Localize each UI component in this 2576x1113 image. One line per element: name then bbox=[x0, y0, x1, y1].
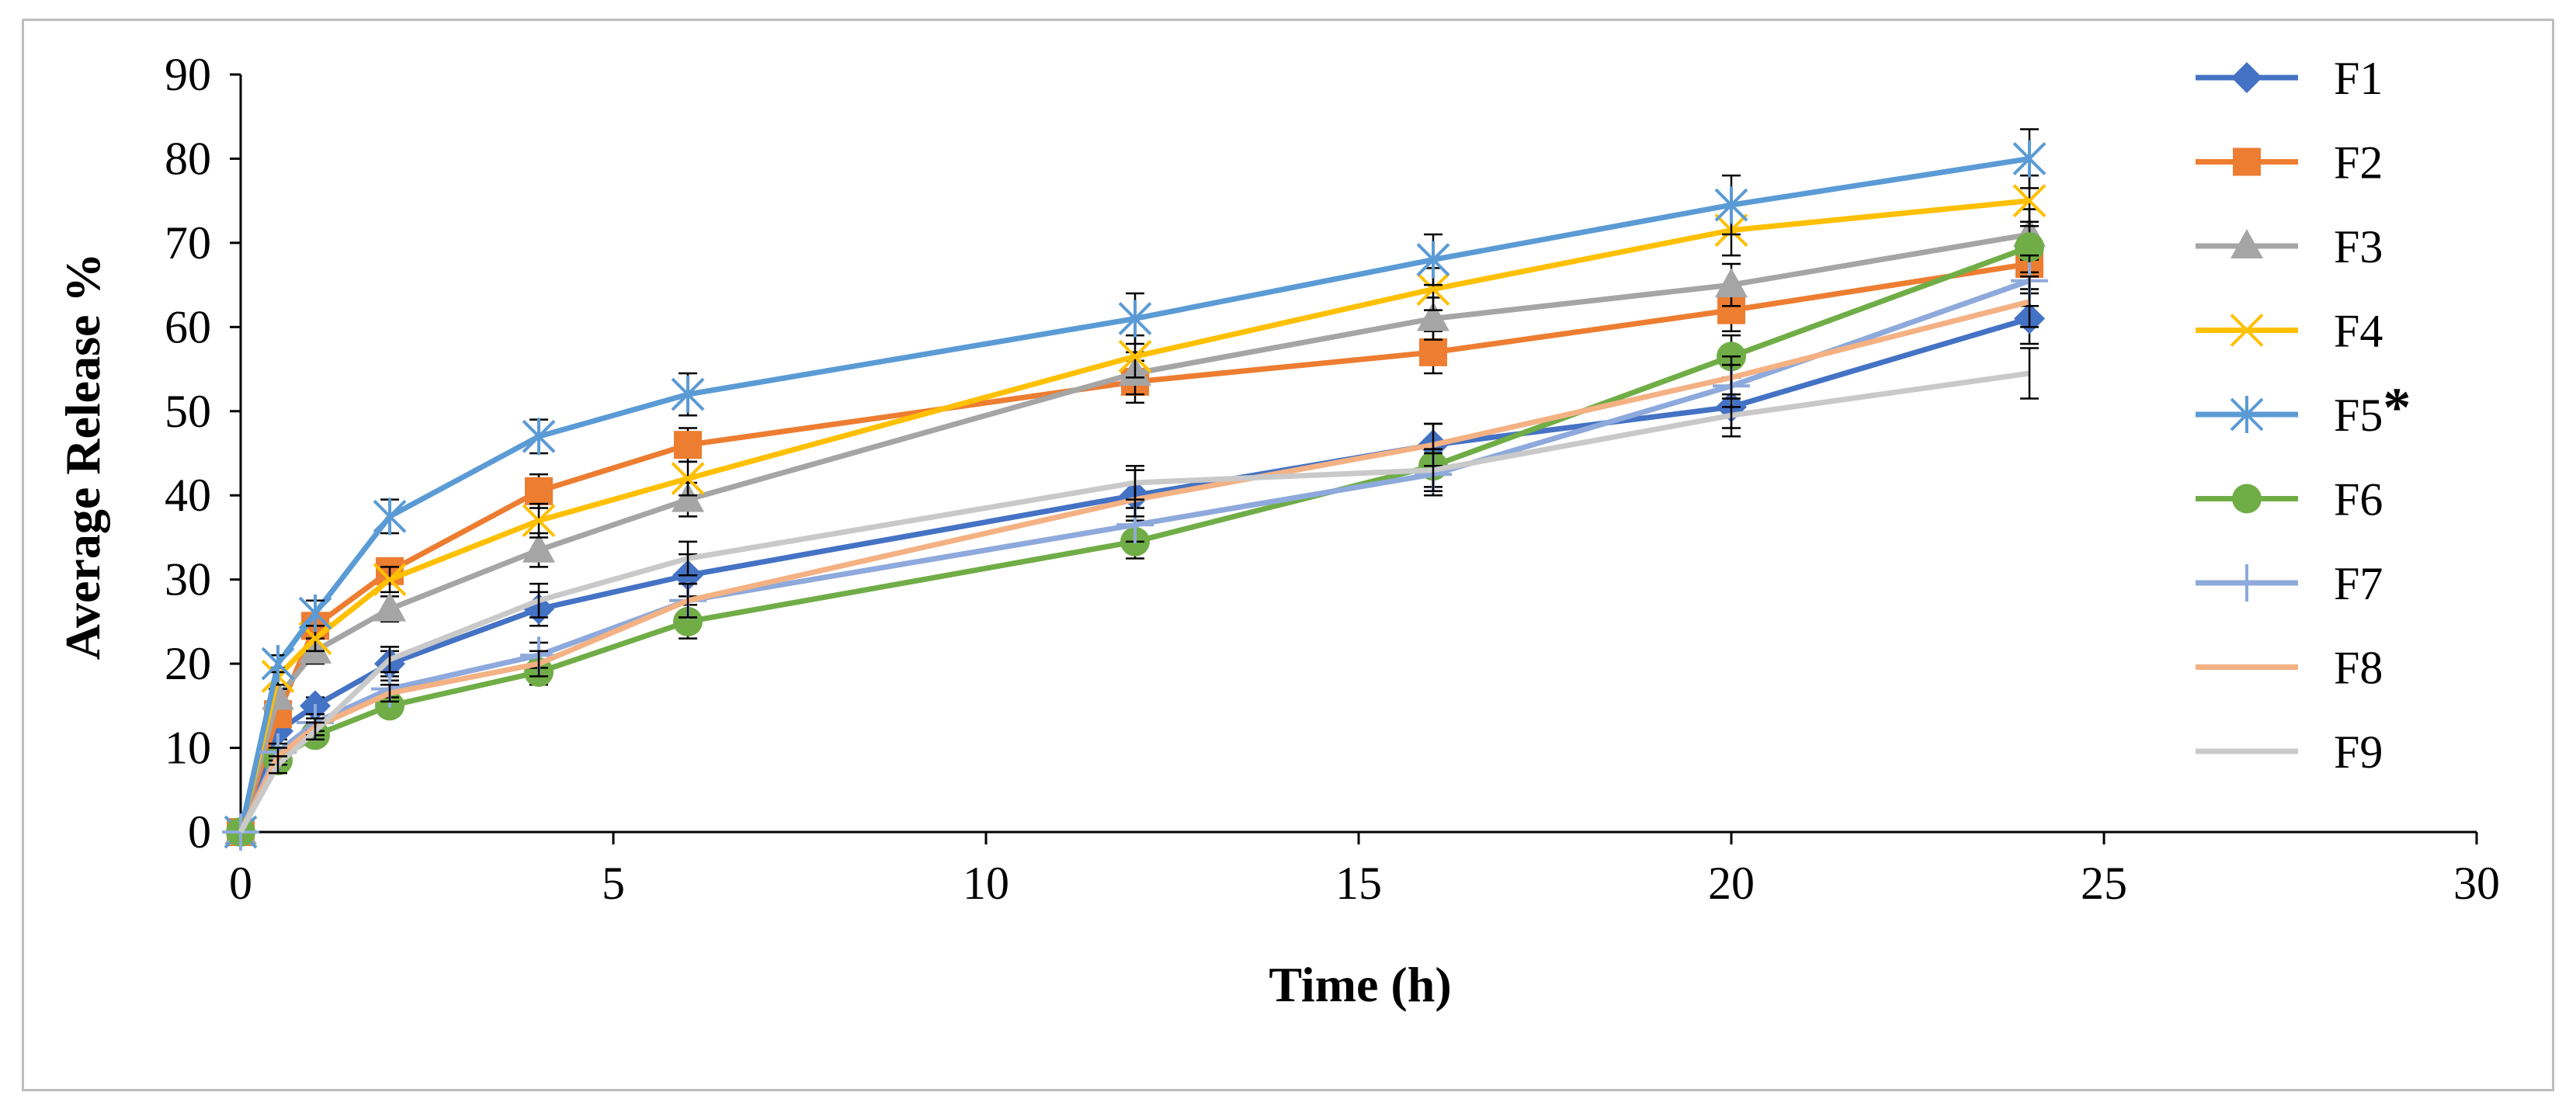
legend-swatch-marker bbox=[2228, 564, 2265, 602]
legend-swatch-marker bbox=[2231, 62, 2262, 93]
x-tick-label: 5 bbox=[602, 858, 625, 909]
y-tick-label: 90 bbox=[165, 49, 211, 100]
legend-item-f8: F8 bbox=[2196, 643, 2383, 694]
series-f8 bbox=[238, 276, 2039, 834]
data-point bbox=[671, 376, 705, 414]
data-point bbox=[298, 595, 332, 633]
series-line-f9 bbox=[238, 370, 2030, 834]
legend-swatch-marker bbox=[2232, 484, 2262, 514]
error-bar bbox=[1722, 393, 1741, 438]
legend-swatch-marker bbox=[2231, 229, 2263, 258]
series-line-f8 bbox=[238, 299, 2030, 834]
series-line-f1 bbox=[238, 316, 2030, 834]
legend-swatch-marker bbox=[2230, 396, 2264, 433]
error-bar bbox=[1126, 465, 1144, 501]
y-tick-label: 60 bbox=[165, 301, 211, 352]
data-point bbox=[261, 645, 295, 683]
y-tick-label: 70 bbox=[165, 217, 211, 269]
error-bar bbox=[380, 683, 399, 703]
series-line-f3 bbox=[238, 231, 2030, 833]
y-tick-label: 30 bbox=[165, 554, 211, 605]
chart-frame bbox=[22, 19, 2554, 1091]
legend-item-f4: F4 bbox=[2196, 306, 2383, 357]
data-point bbox=[373, 498, 407, 536]
y-tick-label: 40 bbox=[165, 470, 211, 521]
legend-item-f9: F9 bbox=[2196, 726, 2383, 778]
error-bar bbox=[2020, 347, 2039, 400]
series-line-f7 bbox=[238, 278, 2031, 834]
data-point bbox=[2012, 184, 2047, 218]
data-point bbox=[525, 477, 553, 505]
y-axis-title: Average Release % bbox=[55, 253, 110, 661]
x-tick-label: 0 bbox=[229, 858, 252, 909]
data-point bbox=[673, 606, 703, 636]
data-point bbox=[1715, 268, 1748, 298]
series-f5 bbox=[224, 128, 2047, 851]
legend-label: F5* bbox=[2334, 376, 2411, 441]
error-bar bbox=[529, 582, 548, 619]
data-point bbox=[671, 462, 705, 495]
legend-item-f1: F1 bbox=[2196, 53, 2383, 104]
series-f9 bbox=[238, 347, 2039, 834]
error-bar bbox=[679, 540, 697, 577]
error-bar bbox=[269, 755, 287, 775]
error-bar bbox=[306, 721, 325, 740]
legend: F1 F2 F3 F4 F5* F6 F7 F8 F9 bbox=[2196, 53, 2411, 778]
data-point bbox=[522, 532, 555, 563]
legend-label: F8 bbox=[2334, 643, 2383, 694]
data-point bbox=[1417, 301, 1449, 331]
legend-label: F1 bbox=[2334, 53, 2383, 104]
error-bar bbox=[1424, 448, 1442, 493]
y-tick-label: 50 bbox=[165, 386, 211, 437]
legend-label: F2 bbox=[2334, 137, 2383, 189]
legend-label-suffix: * bbox=[2383, 376, 2411, 439]
y-tick-label: 20 bbox=[165, 638, 211, 689]
x-tick-label: 20 bbox=[1708, 858, 1755, 909]
data-point bbox=[1714, 186, 1748, 224]
data-point bbox=[373, 591, 406, 622]
y-tick-label: 10 bbox=[165, 723, 211, 774]
legend-item-f6: F6 bbox=[2196, 474, 2383, 525]
ticks: 0 5 10 15 20 25 30 0 10 20 30 40 50 60 70 80 90 bbox=[165, 49, 2500, 909]
data-point bbox=[1118, 300, 1152, 338]
series-layer bbox=[222, 128, 2048, 851]
data-point bbox=[1118, 339, 1152, 373]
data-point bbox=[2012, 140, 2047, 178]
legend-item-f7: F7 bbox=[2196, 558, 2383, 609]
legend-label: F7 bbox=[2334, 558, 2383, 609]
legend-item-f5: F5* bbox=[2196, 376, 2411, 441]
series-line-f5 bbox=[238, 155, 2030, 833]
y-tick-label: 80 bbox=[165, 133, 211, 184]
x-tick-label: 15 bbox=[1335, 858, 1382, 909]
data-point bbox=[672, 482, 704, 512]
data-point bbox=[522, 418, 556, 456]
data-point bbox=[674, 431, 702, 459]
x-axis-title: Time (h) bbox=[1269, 957, 1451, 1012]
data-point bbox=[1419, 338, 1447, 366]
axes bbox=[239, 75, 2477, 834]
legend-swatch-marker bbox=[2230, 314, 2264, 347]
legend-label: F6 bbox=[2334, 474, 2383, 525]
x-tick-label: 30 bbox=[2453, 858, 2500, 909]
y-tick-label: 0 bbox=[188, 806, 211, 858]
data-point bbox=[2015, 232, 2044, 262]
legend-item-f3: F3 bbox=[2196, 221, 2383, 272]
legend-label: F9 bbox=[2334, 726, 2383, 778]
legend-label: F4 bbox=[2334, 306, 2383, 357]
series-line-f4 bbox=[238, 198, 2030, 833]
error-bar bbox=[380, 646, 399, 674]
data-point bbox=[522, 504, 556, 538]
error-bar bbox=[679, 582, 697, 619]
legend-swatch-marker bbox=[2233, 147, 2261, 176]
data-point bbox=[373, 563, 407, 597]
error-bar bbox=[2020, 276, 2039, 328]
data-point bbox=[1416, 241, 1450, 279]
data-point bbox=[1416, 272, 1450, 306]
legend-item-f2: F2 bbox=[2196, 137, 2383, 189]
legend-label: F3 bbox=[2334, 221, 2383, 272]
x-tick-label: 25 bbox=[2081, 858, 2127, 909]
x-tick-label: 10 bbox=[963, 858, 1009, 909]
error-bar bbox=[529, 650, 548, 678]
